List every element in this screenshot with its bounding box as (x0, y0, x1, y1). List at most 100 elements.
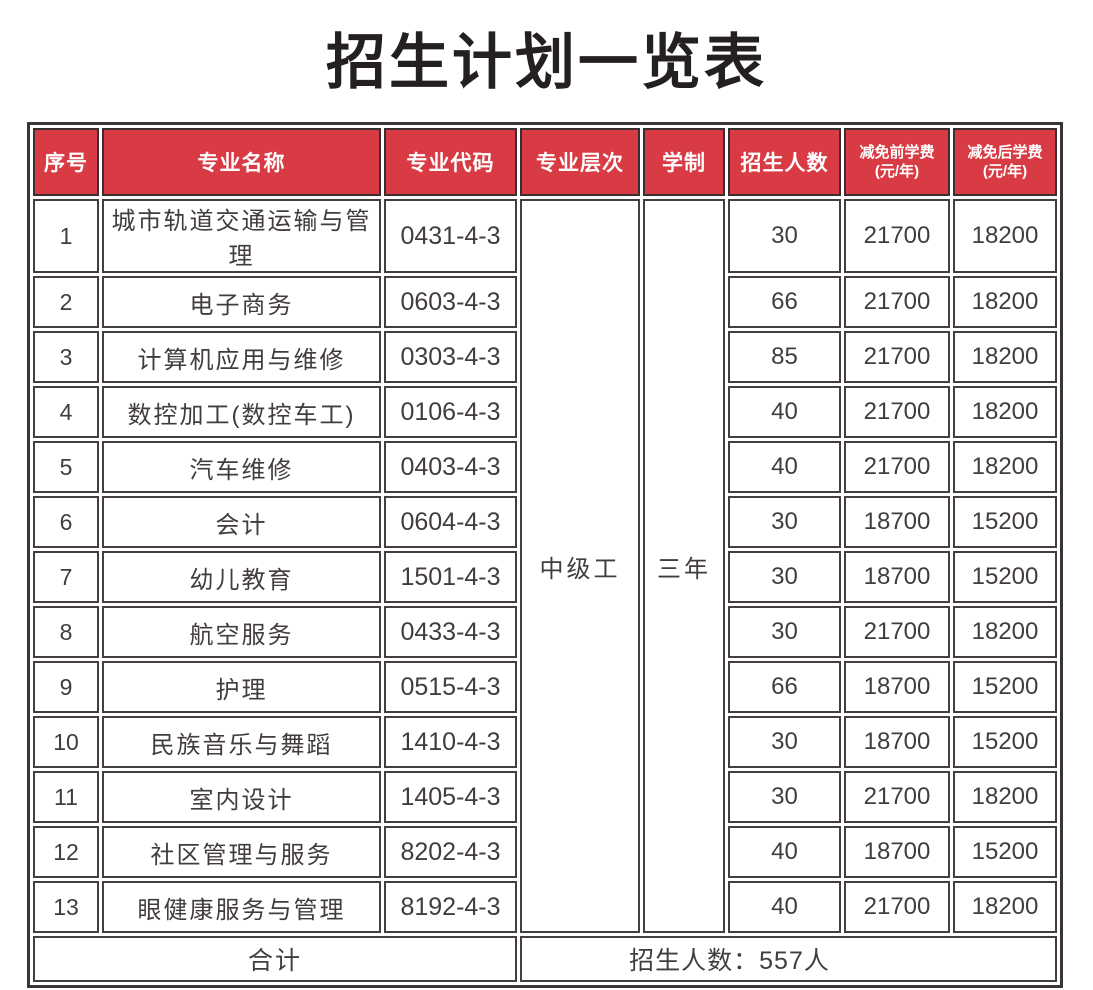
cell-fee-after: 15200 (953, 496, 1057, 548)
cell-fee-after: 18200 (953, 199, 1057, 273)
merged-cell-duration: 三年 (643, 199, 725, 933)
header-cell-level: 专业层次 (520, 128, 640, 196)
cell-major-code: 8202-4-3 (384, 826, 517, 878)
cell-fee-after: 15200 (953, 716, 1057, 768)
header-cell-fee-after: 减免后学费 (元/年) (953, 128, 1057, 196)
cell-major-name: 室内设计 (102, 771, 381, 823)
table-row: 8 航空服务 0433-4-3 30 21700 18200 (33, 606, 1057, 658)
cell-index: 2 (33, 276, 99, 328)
cell-enrollment: 40 (728, 386, 841, 438)
cell-major-name: 城市轨道交通运输与管理 (102, 199, 381, 273)
cell-enrollment: 30 (728, 496, 841, 548)
cell-fee-before: 18700 (844, 826, 950, 878)
cell-fee-after: 15200 (953, 826, 1057, 878)
cell-major-code: 0433-4-3 (384, 606, 517, 658)
cell-enrollment: 30 (728, 606, 841, 658)
cell-fee-before: 21700 (844, 276, 950, 328)
cell-enrollment: 30 (728, 199, 841, 273)
header-cell-enrollment: 招生人数 (728, 128, 841, 196)
cell-major-name: 电子商务 (102, 276, 381, 328)
cell-major-name: 会计 (102, 496, 381, 548)
cell-index: 12 (33, 826, 99, 878)
cell-index: 6 (33, 496, 99, 548)
cell-major-code: 0515-4-3 (384, 661, 517, 713)
footer-row: 合计 招生人数：557人 (33, 936, 1057, 982)
cell-fee-after: 18200 (953, 881, 1057, 933)
footer-total-label-cell: 合计 (33, 936, 517, 982)
cell-enrollment: 30 (728, 771, 841, 823)
cell-enrollment: 30 (728, 716, 841, 768)
footer-total-value-cell: 招生人数：557人 (520, 936, 1057, 982)
table-row: 9 护理 0515-4-3 66 18700 15200 (33, 661, 1057, 713)
enrollment-table: 序号 专业名称 专业代码 专业层次 学制 招生人数 减免前学费 (元/年) 减免… (27, 122, 1063, 988)
header-row: 序号 专业名称 专业代码 专业层次 学制 招生人数 减免前学费 (元/年) 减免… (33, 128, 1057, 196)
fee-after-unit: (元/年) (982, 163, 1028, 180)
cell-fee-after: 15200 (953, 661, 1057, 713)
cell-enrollment: 66 (728, 276, 841, 328)
fee-before-label: 减免前学费 (859, 143, 935, 161)
fee-after-label: 减免后学费 (967, 143, 1043, 161)
table-row: 1 城市轨道交通运输与管理 0431-4-3 中级工 三年 30 21700 1… (33, 199, 1057, 933)
table-row: 12 社区管理与服务 8202-4-3 40 18700 15200 (33, 826, 1057, 878)
cell-index: 13 (33, 881, 99, 933)
cell-major-name: 汽车维修 (102, 441, 381, 493)
cell-enrollment: 40 (728, 826, 841, 878)
cell-fee-before: 21700 (844, 606, 950, 658)
cell-fee-before: 18700 (844, 551, 950, 603)
cell-fee-before: 21700 (844, 199, 950, 273)
cell-major-name: 民族音乐与舞蹈 (102, 716, 381, 768)
cell-fee-before: 21700 (844, 771, 950, 823)
cell-major-code: 0403-4-3 (384, 441, 517, 493)
cell-fee-before: 21700 (844, 441, 950, 493)
cell-index: 10 (33, 716, 99, 768)
cell-fee-after: 18200 (953, 606, 1057, 658)
table-row: 4 数控加工(数控车工) 0106-4-3 40 21700 18200 (33, 386, 1057, 438)
table-row: 10 民族音乐与舞蹈 1410-4-3 30 18700 15200 (33, 716, 1057, 768)
cell-index: 11 (33, 771, 99, 823)
header-cell-index: 序号 (33, 128, 99, 196)
cell-major-code: 8192-4-3 (384, 881, 517, 933)
cell-fee-after: 18200 (953, 276, 1057, 328)
cell-fee-before: 18700 (844, 496, 950, 548)
cell-fee-before: 21700 (844, 881, 950, 933)
cell-major-code: 0604-4-3 (384, 496, 517, 548)
cell-major-name: 计算机应用与维修 (102, 331, 381, 383)
cell-fee-before: 21700 (844, 331, 950, 383)
cell-enrollment: 30 (728, 551, 841, 603)
cell-index: 5 (33, 441, 99, 493)
header-cell-fee-before: 减免前学费 (元/年) (844, 128, 950, 196)
fee-before-unit: (元/年) (874, 163, 920, 180)
header-cell-major-name: 专业名称 (102, 128, 381, 196)
cell-fee-before: 18700 (844, 661, 950, 713)
table-row: 5 汽车维修 0403-4-3 40 21700 18200 (33, 441, 1057, 493)
cell-major-code: 1405-4-3 (384, 771, 517, 823)
cell-fee-after: 18200 (953, 331, 1057, 383)
cell-major-code: 1410-4-3 (384, 716, 517, 768)
cell-major-code: 1501-4-3 (384, 551, 517, 603)
cell-major-name: 眼健康服务与管理 (102, 881, 381, 933)
header-cell-major-code: 专业代码 (384, 128, 517, 196)
cell-major-code: 0603-4-3 (384, 276, 517, 328)
table-row: 6 会计 0604-4-3 30 18700 15200 (33, 496, 1057, 548)
cell-major-code: 0303-4-3 (384, 331, 517, 383)
cell-index: 4 (33, 386, 99, 438)
cell-index: 9 (33, 661, 99, 713)
cell-index: 7 (33, 551, 99, 603)
cell-major-name: 数控加工(数控车工) (102, 386, 381, 438)
merged-cell-level: 中级工 (520, 199, 640, 933)
cell-fee-before: 18700 (844, 716, 950, 768)
cell-major-code: 0106-4-3 (384, 386, 517, 438)
table-row: 11 室内设计 1405-4-3 30 21700 18200 (33, 771, 1057, 823)
cell-fee-before: 21700 (844, 386, 950, 438)
cell-index: 8 (33, 606, 99, 658)
cell-major-name: 社区管理与服务 (102, 826, 381, 878)
table-row: 13 眼健康服务与管理 8192-4-3 40 21700 18200 (33, 881, 1057, 933)
cell-enrollment: 85 (728, 331, 841, 383)
cell-fee-after: 18200 (953, 386, 1057, 438)
table-row: 7 幼儿教育 1501-4-3 30 18700 15200 (33, 551, 1057, 603)
cell-major-name: 护理 (102, 661, 381, 713)
cell-fee-after: 18200 (953, 441, 1057, 493)
cell-major-name: 幼儿教育 (102, 551, 381, 603)
cell-fee-after: 18200 (953, 771, 1057, 823)
